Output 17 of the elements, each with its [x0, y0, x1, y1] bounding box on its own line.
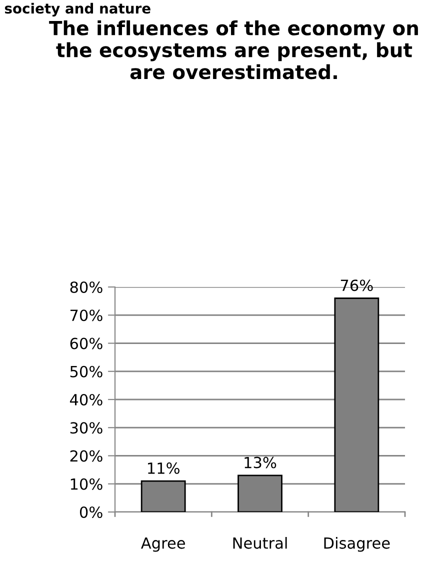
y-tick-label: 10% [70, 478, 102, 490]
data-label: 11% [148, 462, 180, 474]
y-tick-label: 40% [70, 394, 102, 406]
x-tick-label: Agree [141, 537, 185, 552]
y-tick-label: 30% [70, 422, 102, 434]
x-tick-label: Disagree [324, 537, 390, 552]
text: society and nature [4, 2, 150, 16]
y-tick-label: 20% [70, 450, 102, 462]
data-label: 76% [340, 280, 373, 292]
chart-title: The influences of the economy on the ecosystems are present, but are overestimated. [49, 20, 418, 80]
x-tick-label: Neutral [233, 537, 287, 549]
y-tick-label: 60% [70, 338, 102, 350]
data-label: 13% [244, 456, 276, 468]
y-tick-label: 0% [80, 506, 102, 518]
y-tick-label: 80% [70, 281, 102, 294]
y-tick-label: 50% [70, 366, 102, 378]
y-tick-label: 70% [70, 310, 102, 322]
